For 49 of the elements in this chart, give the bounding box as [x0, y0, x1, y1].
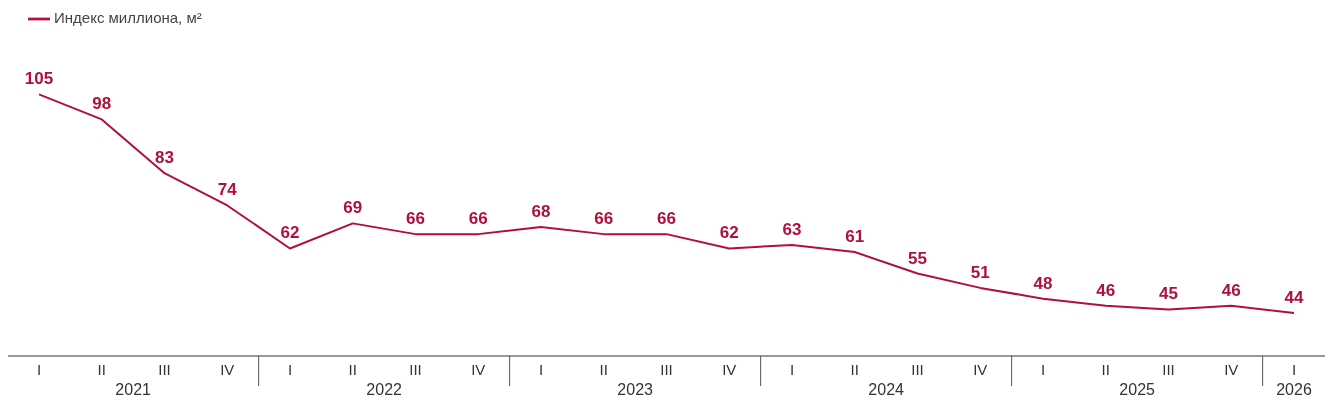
- data-label: 98: [92, 94, 112, 114]
- x-tick-label: I: [789, 360, 795, 378]
- data-label: 62: [719, 223, 739, 243]
- data-label: 66: [468, 209, 488, 229]
- x-tick-label: II: [850, 360, 859, 378]
- x-tick-label: I: [538, 360, 544, 378]
- x-tick-label: I: [287, 360, 293, 378]
- data-label: 66: [406, 209, 425, 229]
- x-tick-label: IV: [471, 360, 486, 378]
- data-label: 74: [217, 180, 238, 200]
- data-label: 83: [155, 148, 174, 168]
- x-tick-label: IV: [722, 360, 737, 378]
- text: 2024: [868, 381, 905, 398]
- data-label: 55: [908, 248, 927, 268]
- data-label: 46: [1221, 280, 1241, 300]
- x-tick-label: IV: [220, 360, 235, 378]
- data-label: 46: [1096, 280, 1116, 300]
- data-label: 51: [970, 262, 990, 282]
- x-tick-label: II: [599, 360, 608, 378]
- text: 2025: [1119, 381, 1156, 398]
- x-tick-label: III: [660, 360, 673, 378]
- data-label: 62: [280, 223, 300, 243]
- x-tick-label: I: [36, 360, 42, 378]
- text: 2026: [1276, 381, 1312, 398]
- x-tick-label: II: [348, 360, 357, 378]
- data-label: 69: [343, 198, 363, 218]
- data-label: 61: [845, 227, 865, 247]
- data-label: 45: [1159, 284, 1178, 304]
- x-tick-label: I: [1291, 360, 1297, 378]
- text: 2021: [115, 381, 152, 398]
- x-tick-label: II: [1101, 360, 1110, 378]
- x-tick-label: IV: [973, 360, 988, 378]
- text: 2022: [366, 381, 403, 398]
- data-label: 105: [24, 69, 54, 89]
- data-label: 66: [594, 209, 614, 229]
- x-tick-label: III: [158, 360, 171, 378]
- data-label: 63: [782, 219, 802, 239]
- data-label: 66: [657, 209, 676, 229]
- x-tick-label: III: [1162, 360, 1175, 378]
- x-tick-label: II: [97, 360, 106, 378]
- x-tick-label: III: [911, 360, 924, 378]
- text: 2023: [617, 381, 654, 398]
- data-label: 68: [531, 201, 551, 221]
- data-label: 48: [1033, 273, 1053, 293]
- x-tick-label: IV: [1224, 360, 1239, 378]
- legend-label: Индекс миллиона, м²: [54, 8, 202, 26]
- data-label: 44: [1284, 287, 1304, 307]
- x-tick-label: I: [1040, 360, 1046, 378]
- x-tick-label: III: [409, 360, 422, 378]
